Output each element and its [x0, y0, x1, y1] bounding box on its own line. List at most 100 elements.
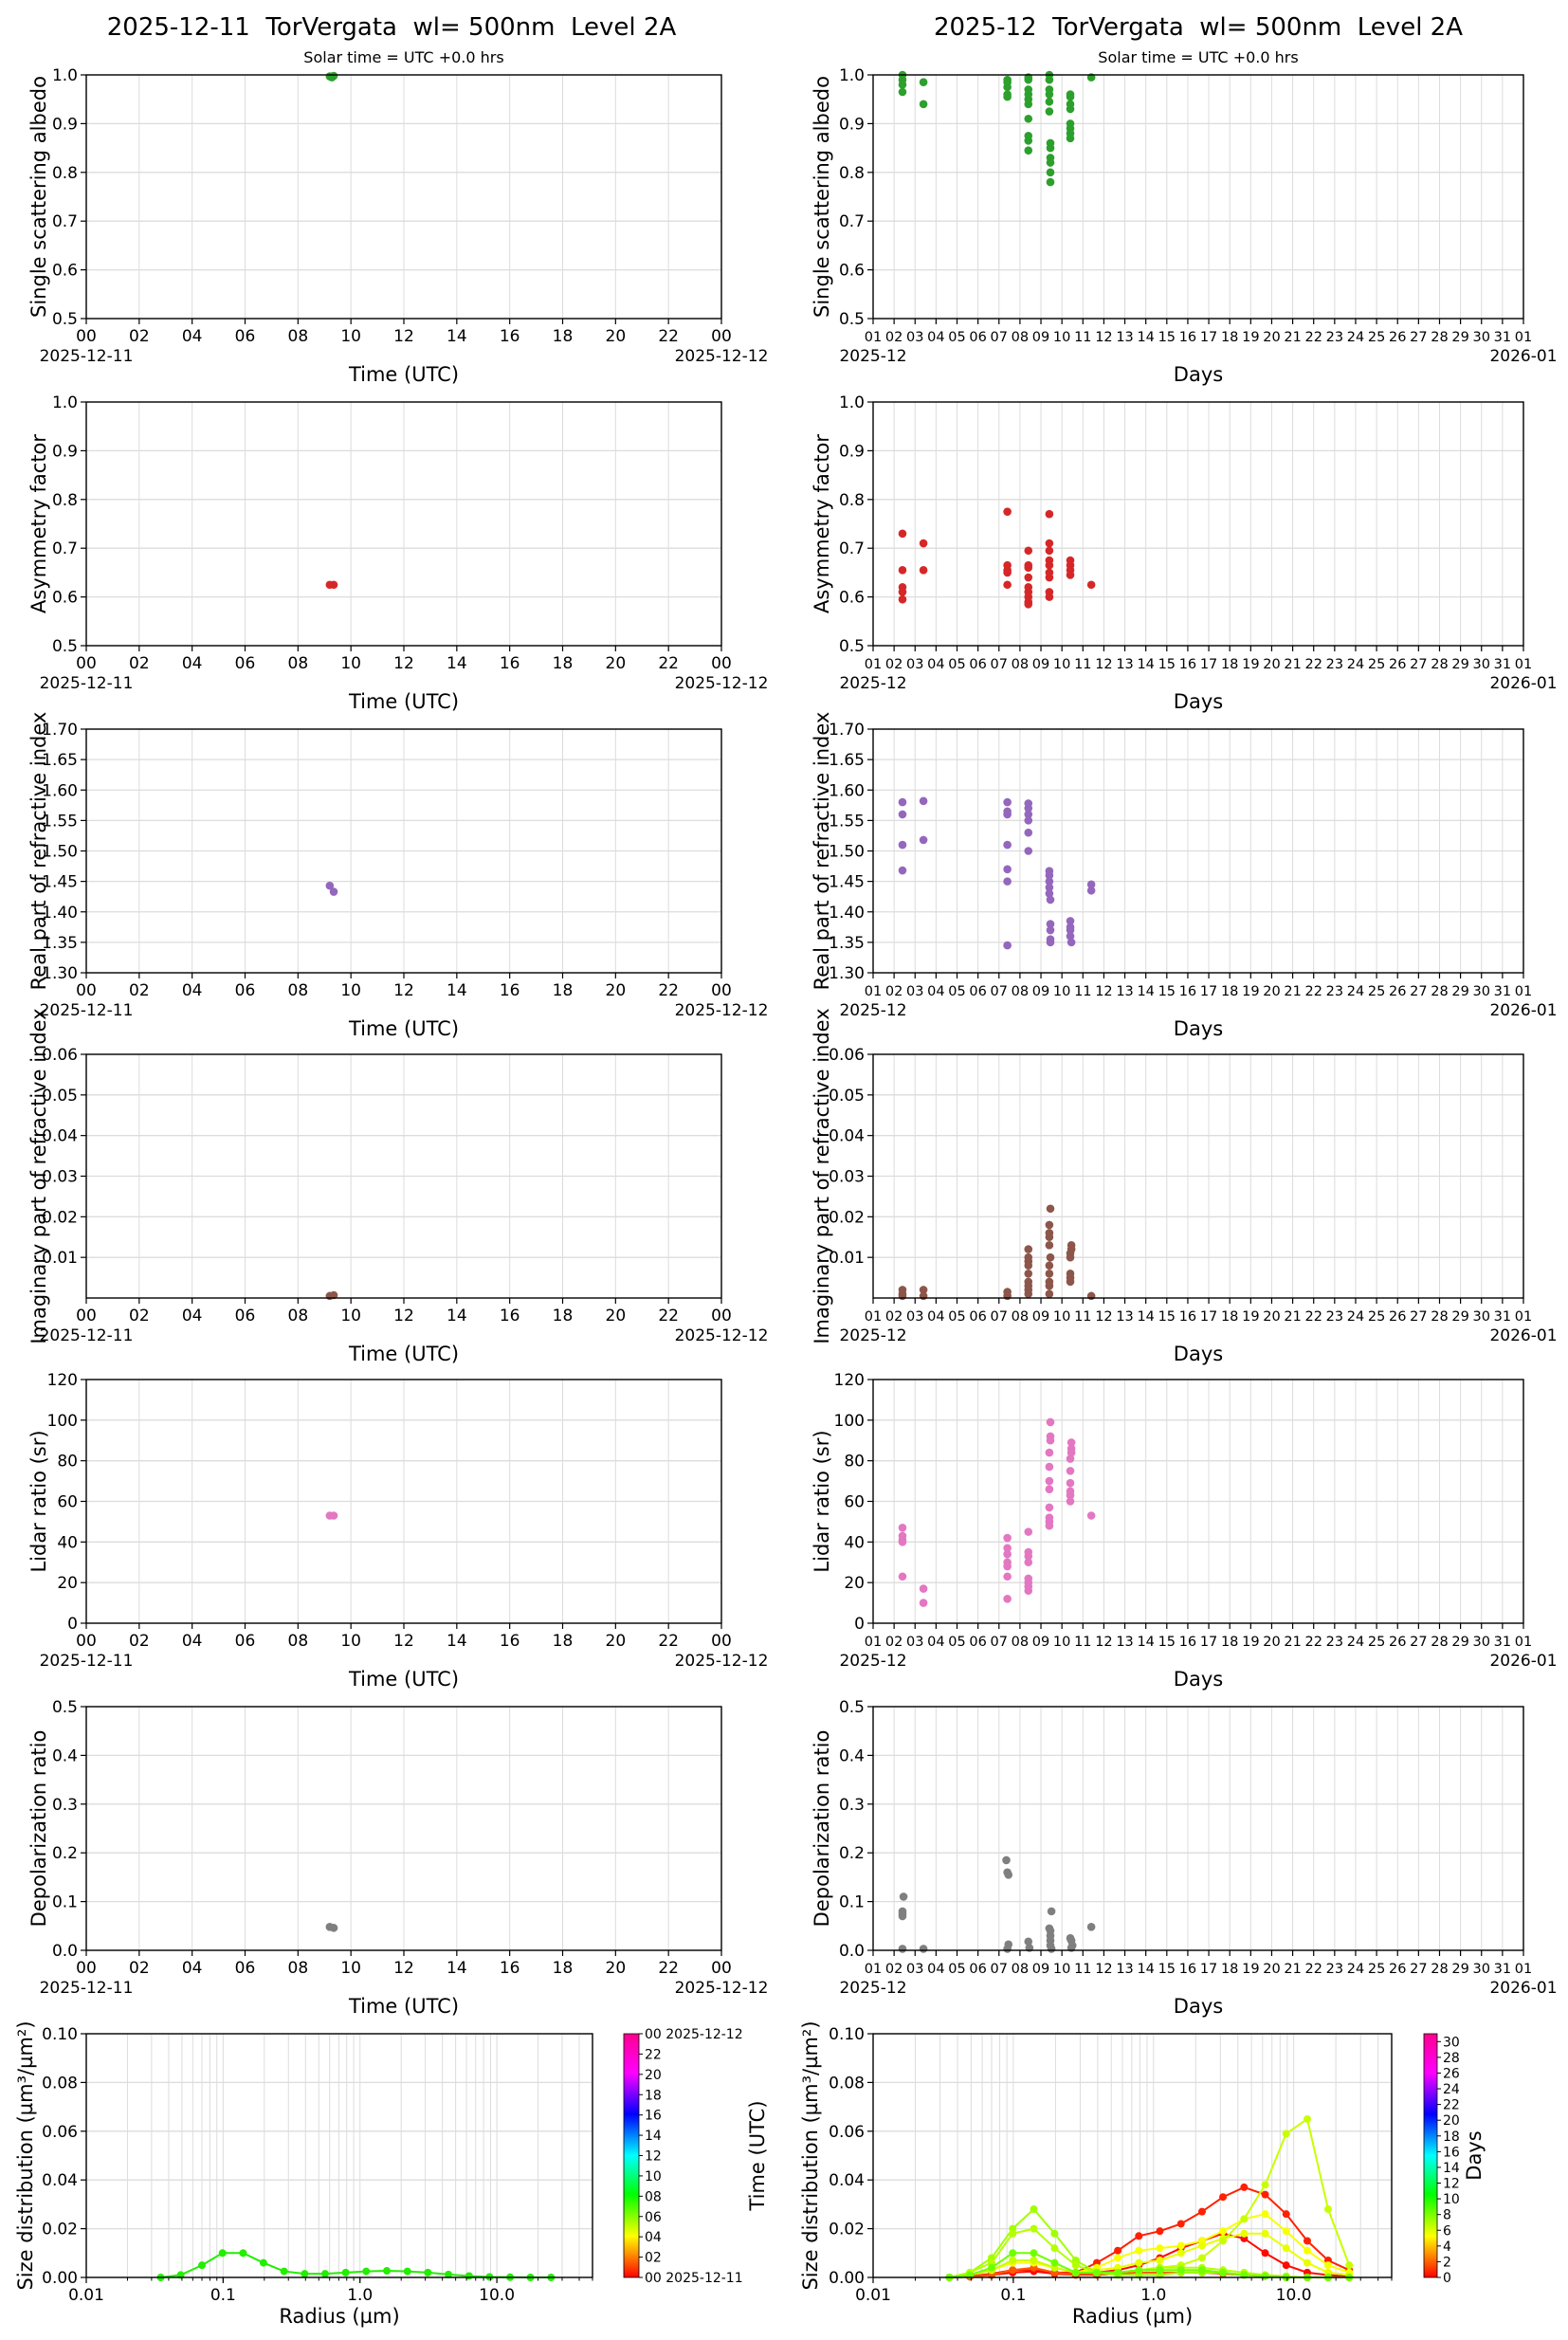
colorbar-tick-label: 20 [645, 2068, 662, 2083]
x-tick-label: 08 [1012, 657, 1029, 672]
axes-frame [872, 401, 1524, 647]
data-point [1024, 1261, 1033, 1271]
x-tick-label: 16 [1179, 984, 1196, 999]
x-tick-label: 06 [969, 984, 986, 999]
y-tick-label: 0.02 [42, 2221, 78, 2239]
date-label-start: 2025-12 [839, 1326, 906, 1345]
x-tick-label: 14 [1137, 1635, 1154, 1650]
x-axis-label: Days [1174, 1343, 1223, 1365]
x-tick-label: 11 [1074, 657, 1091, 672]
data-point [1024, 75, 1033, 84]
x-tick-label: 16 [500, 654, 520, 673]
x-axis-label: Days [1174, 1017, 1223, 1040]
y-tick-label: 40 [844, 1533, 865, 1552]
y-tick-label: 0.8 [839, 491, 865, 510]
x-axis-label: Time (UTC) [348, 363, 459, 386]
data-point [1003, 568, 1012, 577]
colorbar-gradient [623, 2033, 640, 2278]
y-tick-label: 0.06 [42, 2123, 78, 2142]
x-tick-label: 04 [927, 984, 944, 999]
colorbar-tick-label: 10 [1443, 2192, 1460, 2207]
x-tick-label: 15 [1158, 1962, 1176, 1977]
left-title: 2025-12-11 TorVergata wl= 500nm Level 2A [107, 13, 677, 42]
data-point [1045, 573, 1054, 582]
date-label-end: 2026-01 [1489, 1652, 1557, 1671]
x-tick-label: 12 [393, 654, 414, 673]
series-point [1009, 2229, 1017, 2238]
x-tick-label: 14 [447, 327, 467, 346]
panel-13: 0.00 0.02 0.04 0.06 0.08 0.10 0.01 0.1 1.0 10.0 Ra… [799, 2020, 1486, 2328]
colorbar-tick-label: 4 [1443, 2239, 1451, 2255]
x-tick-label: 22 [1304, 657, 1322, 672]
x-tick-label: 12 [393, 1632, 414, 1651]
x-tick-label: 19 [1242, 1962, 1259, 1977]
x-tick-label: 02 [885, 1309, 903, 1325]
series-point [259, 2258, 267, 2267]
x-tick-label: 01 [865, 1635, 882, 1650]
y-tick-label: 1.45 [829, 873, 865, 892]
x-tick-label: 18 [1221, 1962, 1238, 1977]
data-point [898, 1538, 907, 1546]
x-tick-label: 27 [1410, 657, 1427, 672]
data-point [1024, 816, 1033, 825]
x-tick-label: 22 [1304, 984, 1322, 999]
series-point [1071, 2261, 1080, 2270]
x-tick-label: 25 [1368, 984, 1385, 999]
y-tick-label: 120 [47, 1371, 78, 1390]
x-tick-label: 04 [182, 981, 203, 1000]
x-tick-label: 20 [606, 981, 627, 1000]
x-tick-label: 22 [658, 654, 679, 673]
series-point [1323, 2205, 1332, 2214]
y-tick-label: 1.30 [829, 964, 865, 983]
data-point [1045, 1503, 1054, 1512]
y-tick-label: 1.70 [42, 721, 78, 740]
x-tick-label: 06 [235, 327, 256, 346]
series-point [987, 2263, 995, 2272]
x-tick-label: 04 [182, 1959, 203, 1978]
series-point [239, 2249, 247, 2258]
data-point [898, 566, 907, 575]
x-tick-label: 14 [447, 654, 467, 673]
data-point [1045, 1281, 1054, 1290]
data-point [1003, 797, 1012, 807]
x-tick-label: 31 [1494, 1962, 1511, 1977]
y-axis-label: Lidar ratio (sr) [811, 1430, 833, 1572]
colorbar-tick-label: 24 [1443, 2082, 1460, 2097]
x-tick-label: 03 [906, 657, 923, 672]
panel-0: 0.5 0.6 0.7 0.8 0.9 1.0 00 02 04 06 08 10 12 14 16 18 20… [27, 66, 768, 386]
data-point [1024, 1552, 1033, 1561]
x-tick-label: 17 [1200, 1962, 1217, 1977]
x-tick-label: 23 [1326, 657, 1343, 672]
x-tick-label: 22 [1304, 1635, 1322, 1650]
x-tick-label: 08 [288, 1632, 309, 1651]
x-tick-label: 00 [76, 1307, 97, 1325]
panel-2: 0.5 0.6 0.7 0.8 0.9 1.0 00 02 04 06 08 10 12 14 16 18 20… [27, 393, 768, 713]
data-point [898, 80, 907, 89]
panel-6: 0.01 0.02 0.03 0.04 0.05 0.06 00 02 04 06 08 10 12 14… [27, 1008, 768, 1365]
y-tick-label: 0.1 [839, 1893, 865, 1912]
series-point [1009, 2249, 1017, 2258]
series-point [1303, 2246, 1311, 2255]
x-tick-label: 10 [340, 327, 361, 346]
data-point [1024, 600, 1033, 609]
data-point [1003, 82, 1012, 92]
data-point [1046, 1417, 1055, 1427]
data-point [329, 580, 338, 590]
x-tick-label: 19 [1242, 330, 1259, 345]
y-tick-label: 1.30 [42, 964, 78, 983]
x-tick-label: 05 [948, 330, 965, 345]
x-tick-label: 09 [1032, 1309, 1049, 1325]
y-axis-label: Asymmetry factor [811, 434, 833, 613]
colorbar-tick-label: 12 [645, 2149, 662, 2165]
date-label-end: 2025-12-12 [675, 674, 769, 693]
y-tick-label: 0.5 [52, 637, 78, 656]
x-tick-label: 06 [969, 1635, 986, 1650]
x-tick-label: 30 [1473, 330, 1490, 345]
data-point [1066, 134, 1075, 143]
data-point [1047, 1945, 1056, 1953]
colorbar-tick-label: 16 [645, 2109, 662, 2124]
y-tick-label: 0.05 [829, 1087, 865, 1106]
x-tick-label: 02 [129, 1307, 150, 1325]
x-tick-label: 08 [1012, 1962, 1029, 1977]
